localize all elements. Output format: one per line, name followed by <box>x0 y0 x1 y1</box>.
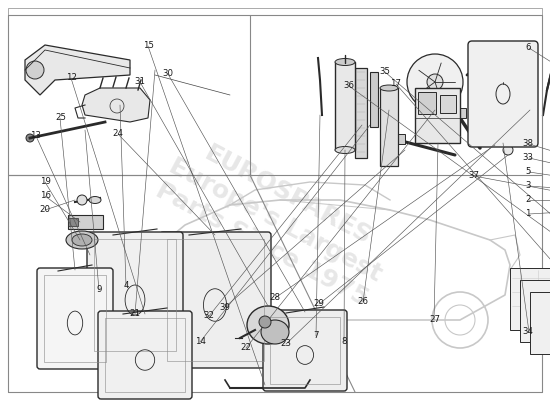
Text: 6: 6 <box>525 44 531 52</box>
Polygon shape <box>520 280 550 342</box>
Ellipse shape <box>261 320 289 344</box>
Text: 30: 30 <box>162 70 173 78</box>
FancyBboxPatch shape <box>87 232 183 358</box>
Text: 15: 15 <box>143 42 154 50</box>
Bar <box>68 218 78 226</box>
Polygon shape <box>510 268 550 330</box>
Bar <box>94 239 176 351</box>
Text: 12: 12 <box>66 74 77 82</box>
Bar <box>380 88 398 166</box>
Bar <box>355 68 367 158</box>
Text: 4: 4 <box>124 282 129 290</box>
Bar <box>68 215 103 229</box>
Bar <box>390 134 405 144</box>
Text: 25: 25 <box>55 114 66 122</box>
Text: 36: 36 <box>344 82 355 90</box>
FancyBboxPatch shape <box>98 311 192 399</box>
Text: 39: 39 <box>219 304 230 312</box>
Text: 35: 35 <box>379 68 390 76</box>
Text: 34: 34 <box>522 328 534 336</box>
Bar <box>418 92 436 114</box>
Circle shape <box>427 74 443 90</box>
Text: 23: 23 <box>280 340 292 348</box>
Text: 37: 37 <box>469 172 480 180</box>
Ellipse shape <box>72 234 92 246</box>
Ellipse shape <box>380 85 398 91</box>
Text: 27: 27 <box>429 316 440 324</box>
Ellipse shape <box>335 58 355 66</box>
FancyBboxPatch shape <box>468 41 538 147</box>
Text: 21: 21 <box>129 310 140 318</box>
Bar <box>440 95 456 113</box>
Text: 20: 20 <box>40 206 51 214</box>
Circle shape <box>259 316 271 328</box>
Text: 19: 19 <box>40 178 51 186</box>
FancyBboxPatch shape <box>160 232 271 368</box>
FancyBboxPatch shape <box>37 268 113 369</box>
Text: 26: 26 <box>358 298 368 306</box>
Text: 9: 9 <box>96 286 102 294</box>
FancyBboxPatch shape <box>263 310 347 391</box>
Bar <box>452 108 466 118</box>
Circle shape <box>407 54 463 110</box>
Text: 22: 22 <box>240 344 251 352</box>
Text: 1: 1 <box>525 210 531 218</box>
Circle shape <box>26 134 34 142</box>
Ellipse shape <box>89 196 101 204</box>
Text: 28: 28 <box>270 294 280 302</box>
Text: 32: 32 <box>204 312 214 320</box>
Circle shape <box>503 145 513 155</box>
Bar <box>105 318 185 392</box>
Text: 31: 31 <box>135 78 146 86</box>
Polygon shape <box>530 292 550 354</box>
Text: 38: 38 <box>522 140 534 148</box>
Polygon shape <box>25 45 130 95</box>
Text: 24: 24 <box>113 130 124 138</box>
Circle shape <box>488 131 502 145</box>
Bar <box>415 88 460 143</box>
Bar <box>270 317 340 384</box>
Text: 13: 13 <box>30 132 41 140</box>
Bar <box>44 275 106 362</box>
Circle shape <box>77 195 87 205</box>
Polygon shape <box>82 88 150 122</box>
Text: 8: 8 <box>341 338 346 346</box>
Ellipse shape <box>247 306 289 344</box>
Text: 33: 33 <box>522 154 534 162</box>
Bar <box>167 239 264 361</box>
Text: 5: 5 <box>525 168 531 176</box>
Text: 7: 7 <box>314 332 319 340</box>
Circle shape <box>26 61 44 79</box>
Bar <box>335 62 355 150</box>
Text: 2: 2 <box>525 196 531 204</box>
Text: EUROSPARES
Europe's Largest
Parts Since 1975: EUROSPARES Europe's Largest Parts Since … <box>151 129 399 311</box>
Text: 3: 3 <box>525 182 531 190</box>
Text: 16: 16 <box>40 192 51 200</box>
Text: 14: 14 <box>195 338 206 346</box>
Ellipse shape <box>66 231 98 249</box>
Circle shape <box>475 57 485 67</box>
Text: 29: 29 <box>314 300 324 308</box>
Text: 17: 17 <box>390 80 402 88</box>
Ellipse shape <box>335 146 355 154</box>
Bar <box>370 72 378 127</box>
